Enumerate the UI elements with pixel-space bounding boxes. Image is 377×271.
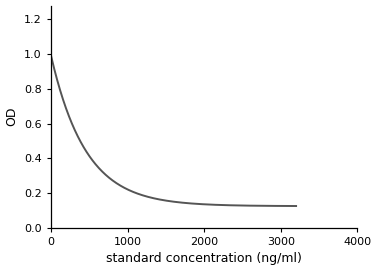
X-axis label: standard concentration (ng/ml): standard concentration (ng/ml) bbox=[106, 253, 302, 265]
Y-axis label: OD: OD bbox=[6, 107, 18, 127]
